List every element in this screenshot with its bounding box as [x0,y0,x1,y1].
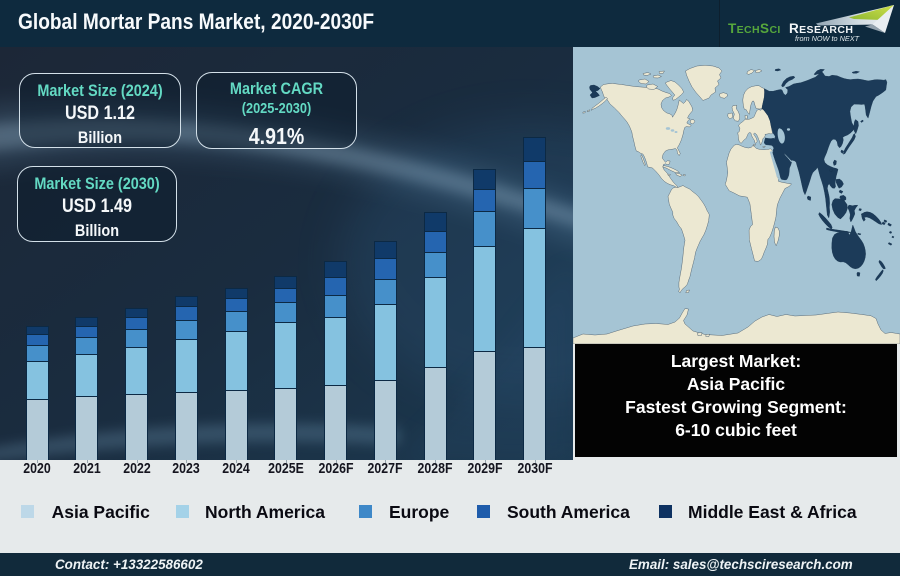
svg-text:from NOW to NEXT: from NOW to NEXT [795,34,860,43]
svg-text:RESEARCH: RESEARCH [789,21,853,36]
svg-text:TECHSCI: TECHSCI [728,21,781,36]
